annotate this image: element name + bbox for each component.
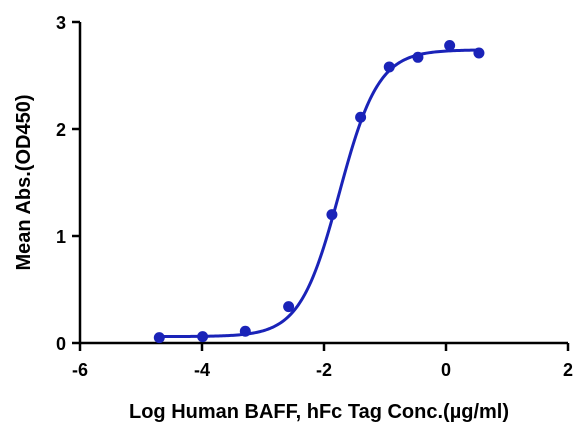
x-tick-label: 2: [563, 360, 573, 380]
data-point: [153, 332, 165, 344]
data-points-layer: [153, 40, 485, 344]
y-tick-label: 0: [56, 334, 66, 354]
data-point: [239, 325, 251, 337]
data-point: [355, 111, 367, 123]
data-point: [444, 40, 456, 52]
x-axis-label: Log Human BAFF, hFc Tag Conc.(µg/ml): [129, 401, 509, 423]
x-tick-label: -6: [72, 360, 88, 380]
y-tick-label: 3: [56, 13, 66, 33]
fit-curve: [159, 48, 479, 339]
y-tick-label: 1: [56, 227, 66, 247]
data-point: [412, 51, 424, 63]
data-point: [383, 61, 395, 73]
data-point: [197, 331, 209, 343]
x-tick-label: -4: [194, 360, 210, 380]
axes: -6 -4 -2 0 2 0 1 2 3: [56, 13, 573, 380]
data-point: [283, 301, 295, 313]
data-point: [473, 47, 485, 59]
y-axis-label: Mean Abs.(OD450): [13, 95, 35, 271]
x-tick-label: -2: [316, 360, 332, 380]
data-point: [326, 209, 338, 221]
y-tick-label: 2: [56, 120, 66, 140]
fit-curve-layer: [159, 48, 479, 339]
x-tick-label: 0: [441, 360, 451, 380]
